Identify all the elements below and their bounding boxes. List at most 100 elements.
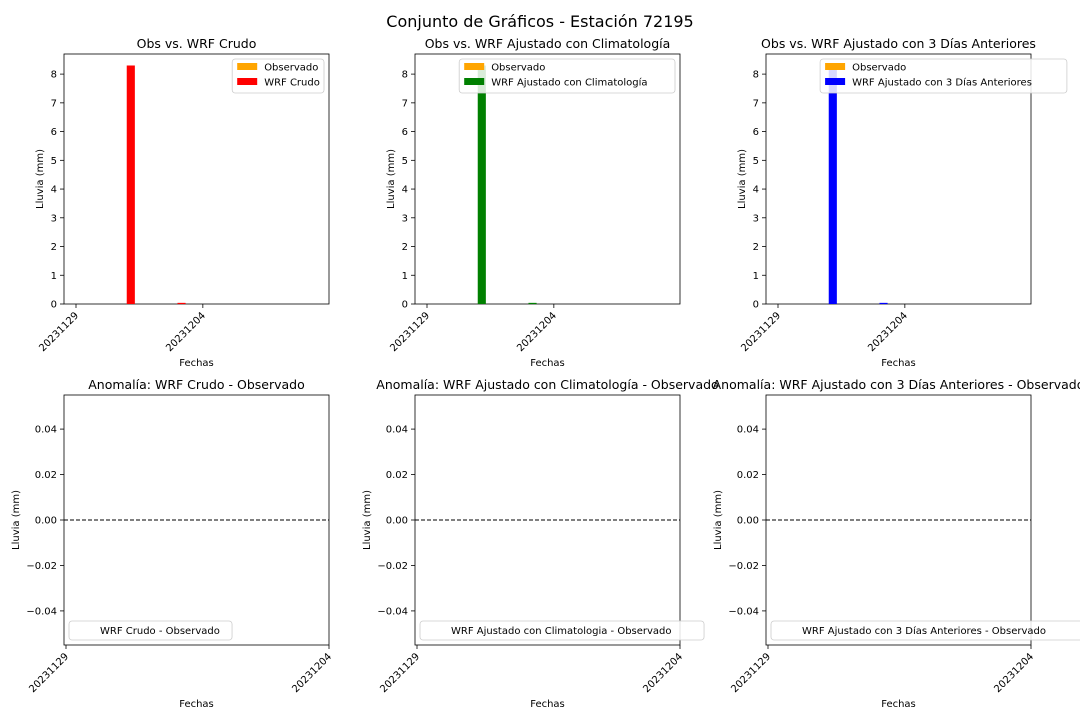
legend-label: WRF Crudo - Observado — [100, 626, 220, 637]
y-tick-label: 7 — [402, 98, 408, 109]
y-tick-label: 0 — [402, 300, 408, 311]
y-axis-label: Lluvia (mm) — [11, 490, 22, 550]
subplot-title: Obs vs. WRF Crudo — [137, 36, 257, 51]
legend: Observado WRF Ajustado con Climatología — [458, 58, 676, 94]
legend: WRF Ajustado con Climatologia - Observad… — [419, 620, 705, 641]
bar — [477, 65, 486, 304]
legend-swatch — [237, 63, 258, 70]
legend-swatch — [825, 78, 846, 85]
subplot-title: Obs vs. WRF Ajustado con 3 Días Anterior… — [761, 36, 1036, 51]
y-tick-label: 7 — [51, 98, 57, 109]
legend-label: WRF Ajustado con Climatología — [491, 77, 647, 89]
x-axis-label: Fechas — [881, 358, 916, 369]
subplot-5: Anomalía: WRF Ajustado con Climatología … — [362, 377, 719, 710]
subplot-title: Anomalía: WRF Ajustado con 3 Días Anteri… — [713, 377, 1080, 392]
subplot-title: Obs vs. WRF Ajustado con Climatología — [425, 36, 671, 51]
figure-title: Conjunto de Gráficos - Estación 72195 — [386, 12, 693, 31]
y-tick-label: 4 — [402, 185, 408, 196]
y-tick-label: −0.02 — [728, 561, 759, 572]
axes-frame — [765, 53, 1032, 305]
bar — [528, 302, 537, 305]
y-axis-label: Lluvia (mm) — [386, 149, 397, 209]
legend-swatch — [237, 78, 258, 85]
legend-box — [68, 620, 233, 641]
x-axis-label: Fechas — [530, 358, 565, 369]
y-tick-label: 2 — [753, 242, 759, 253]
y-tick-label: 0.04 — [737, 425, 759, 436]
y-tick-label: 5 — [753, 156, 759, 167]
legend-label: Observado — [491, 63, 545, 74]
y-axis-label: Lluvia (mm) — [713, 490, 724, 550]
y-tick-label: 0.00 — [35, 516, 57, 527]
axes-frame — [414, 53, 681, 305]
legend-label: WRF Ajustado con Climatologia - Observad… — [451, 626, 672, 637]
y-tick-label: 1 — [753, 271, 759, 282]
y-tick-label: 7 — [753, 98, 759, 109]
y-tick-label: 6 — [753, 127, 759, 138]
legend: WRF Ajustado con 3 Días Anteriores - Obs… — [770, 620, 1080, 641]
axes-frame — [63, 53, 330, 305]
legend-swatch — [464, 63, 485, 70]
legend-swatch — [464, 78, 485, 85]
subplot-title: Anomalía: WRF Ajustado con Climatología … — [376, 377, 718, 392]
legend-label: WRF Crudo — [264, 78, 320, 89]
legend-swatch — [825, 63, 846, 70]
y-tick-label: 0 — [753, 300, 759, 311]
legend-label: Observado — [264, 63, 318, 74]
y-tick-label: 3 — [402, 213, 408, 224]
y-tick-label: 0.00 — [386, 516, 408, 527]
y-tick-label: 0.02 — [737, 470, 759, 481]
bar — [879, 302, 888, 305]
legend: Observado WRF Ajustado con 3 Días Anterio… — [819, 58, 1068, 94]
y-axis-label: Lluvia (mm) — [362, 490, 373, 550]
y-axis-label: Lluvia (mm) — [35, 149, 46, 209]
y-tick-label: 0.04 — [386, 425, 408, 436]
y-tick-label: 4 — [51, 185, 57, 196]
y-tick-label: −0.02 — [377, 561, 408, 572]
bar — [828, 65, 837, 304]
y-tick-label: 0.00 — [737, 516, 759, 527]
x-axis-label: Fechas — [179, 358, 214, 369]
y-tick-label: 3 — [753, 213, 759, 224]
y-axis-label: Lluvia (mm) — [737, 149, 748, 209]
y-tick-label: 5 — [402, 156, 408, 167]
legend-label: WRF Ajustado con 3 Días Anteriores — [852, 77, 1032, 89]
subplot-2: Obs vs. WRF Ajustado con Climatología 0 1 2… — [386, 36, 681, 369]
legend-box — [419, 620, 705, 641]
y-tick-label: 8 — [51, 70, 57, 81]
y-tick-label: 1 — [402, 271, 408, 282]
y-tick-label: −0.04 — [26, 606, 57, 617]
y-tick-label: −0.04 — [377, 606, 408, 617]
y-tick-label: 8 — [402, 70, 408, 81]
y-tick-label: 0 — [51, 300, 57, 311]
y-tick-label: 6 — [51, 127, 57, 138]
y-tick-label: −0.04 — [728, 606, 759, 617]
legend-box — [819, 58, 1068, 94]
y-tick-label: 0.02 — [35, 470, 57, 481]
y-tick-label: 0.02 — [386, 470, 408, 481]
y-tick-label: 4 — [753, 185, 759, 196]
subplot-1: Obs vs. WRF Crudo 0 1 2 3 4 5 6 7 8 Lluvia (mm) Fec… — [35, 36, 330, 369]
x-axis-label: Fechas — [881, 699, 916, 710]
y-tick-label: −0.02 — [26, 561, 57, 572]
y-tick-label: 1 — [51, 271, 57, 282]
legend-label: Observado — [852, 63, 906, 74]
bar — [177, 302, 186, 305]
y-tick-label: 0.04 — [35, 425, 57, 436]
y-tick-label: 2 — [402, 242, 408, 253]
legend-box — [458, 58, 676, 94]
x-axis-label: Fechas — [179, 699, 214, 710]
y-tick-label: 3 — [51, 213, 57, 224]
legend-box — [770, 620, 1080, 641]
legend: WRF Crudo - Observado — [68, 620, 233, 641]
legend: Observado WRF Crudo — [231, 58, 325, 94]
subplot-title: Anomalía: WRF Crudo - Observado — [88, 377, 305, 392]
y-tick-label: 8 — [753, 70, 759, 81]
y-tick-label: 2 — [51, 242, 57, 253]
y-tick-label: 6 — [402, 127, 408, 138]
y-tick-label: 5 — [51, 156, 57, 167]
bar — [126, 65, 135, 304]
